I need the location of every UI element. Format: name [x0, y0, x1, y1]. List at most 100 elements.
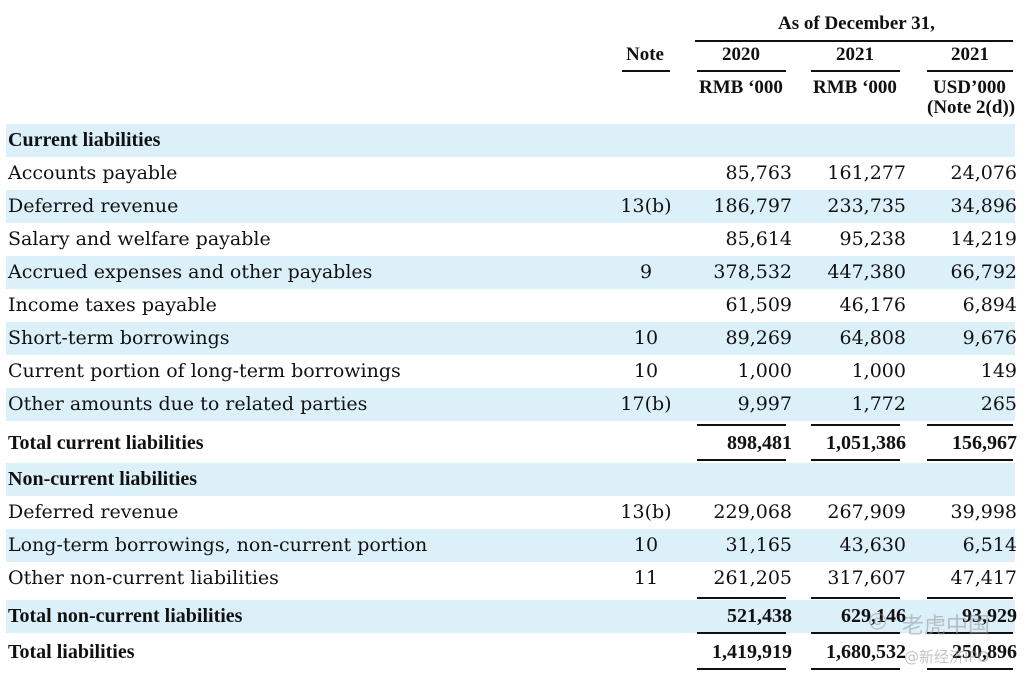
value-2021: 46,176 — [839, 294, 906, 316]
value-2021: 161,277 — [827, 162, 906, 184]
row-note: 11 — [633, 567, 659, 589]
table-row: Deferred revenue 13(b) 186,797 233,735 3… — [6, 190, 1017, 223]
row-label: Total liabilities — [8, 641, 135, 663]
row-note: 10 — [633, 327, 659, 349]
row-note: 13(b) — [620, 195, 672, 217]
row-label: Accrued expenses and other payables — [8, 261, 373, 283]
row-label: Total current liabilities — [8, 432, 204, 454]
value-2021-usd: 47,417 — [950, 567, 1017, 589]
value-2020: 85,763 — [725, 162, 792, 184]
row-note: 9 — [639, 261, 653, 283]
table-row: Deferred revenue 13(b) 229,068 267,909 3… — [6, 496, 1017, 529]
table-row: Other non-current liabilities 11 261,205… — [6, 562, 1017, 595]
table-row: Other amounts due to related parties 17(… — [6, 388, 1017, 421]
value-2021-usd: 24,076 — [950, 162, 1017, 184]
table-row: Long-term borrowings, non-current portio… — [6, 529, 1017, 562]
year-2020-underline — [697, 70, 786, 72]
grand-total-rule-2021 — [811, 668, 900, 670]
subtotal-rule-2021-usd — [927, 597, 1013, 599]
value-2020: 1,000 — [737, 360, 792, 382]
row-label: Long-term borrowings, non-current portio… — [8, 534, 428, 556]
row-note: 17(b) — [620, 393, 672, 415]
table-row: Income taxes payable 61,509 46,176 6,894 — [6, 289, 1017, 322]
total-rule-2021 — [811, 632, 900, 634]
value-2020: 186,797 — [713, 195, 792, 217]
value-2021: 1,051,386 — [826, 432, 906, 454]
total-rule-2020 — [697, 632, 786, 634]
value-2021-usd: 14,219 — [950, 228, 1017, 250]
value-2021-usd: 39,998 — [950, 501, 1017, 523]
section-heading-non-current: Non-current liabilities — [8, 468, 198, 490]
value-2021: 95,238 — [839, 228, 906, 250]
value-2021: 1,000 — [851, 360, 906, 382]
row-label: Deferred revenue — [8, 501, 179, 523]
table-row: Salary and welfare payable 85,614 95,238… — [6, 223, 1017, 256]
year-2021-usd-header: 2021 — [951, 44, 989, 65]
value-2020: 261,205 — [713, 567, 792, 589]
value-2021-usd: 265 — [980, 393, 1017, 415]
value-2021-usd: 156,967 — [952, 432, 1017, 454]
section-heading-current: Current liabilities — [8, 129, 161, 151]
value-2020: 85,614 — [725, 228, 792, 250]
total-rule-2021 — [811, 459, 900, 461]
year-2021-usd-underline — [927, 70, 1013, 72]
grand-total-rule-2021-usd — [927, 668, 1013, 670]
value-2021: 64,808 — [839, 327, 906, 349]
table-row: Accrued expenses and other payables 9 37… — [6, 256, 1017, 289]
value-2020: 521,438 — [727, 605, 792, 627]
table-row-total: Total current liabilities 898,481 1,051,… — [6, 427, 1017, 460]
total-rule-2021-usd — [927, 459, 1013, 461]
value-2021-usd: 149 — [980, 360, 1017, 382]
row-note — [606, 157, 686, 190]
row-label: Current portion of long-term borrowings — [8, 360, 401, 382]
value-2020: 378,532 — [713, 261, 792, 283]
year-2021-header: 2021 — [836, 44, 874, 65]
value-2020: 61,509 — [725, 294, 792, 316]
table-row: Non-current liabilities — [6, 463, 1015, 496]
watermark-brand: 老虎中国 — [902, 614, 991, 639]
value-2020: 31,165 — [725, 534, 792, 556]
value-2021: 629,146 — [841, 605, 906, 627]
table-row: Current liabilities — [6, 124, 1015, 157]
row-label: Other non-current liabilities — [8, 567, 279, 589]
value-2020: 1,419,919 — [712, 641, 792, 663]
value-2021: 1,680,532 — [826, 641, 906, 663]
row-label: Accounts payable — [8, 162, 178, 184]
value-2021: 447,380 — [827, 261, 906, 283]
watermark-handle: @新经济IPO — [904, 648, 990, 666]
value-2021-usd: 66,792 — [950, 261, 1017, 283]
subtotal-rule-2021 — [811, 597, 900, 599]
row-label: Salary and welfare payable — [8, 228, 271, 250]
subtotal-rule-2021-usd — [927, 424, 1013, 426]
as-of-underline — [695, 40, 1013, 42]
value-2020: 229,068 — [713, 501, 792, 523]
total-rule-2021-usd — [927, 632, 1013, 634]
unit-usd-2021: USD’000 — [933, 77, 1006, 98]
unit-rmb-2020: RMB ‘000 — [699, 77, 783, 98]
table-row-total: Total non-current liabilities 521,438 62… — [6, 600, 1017, 633]
value-2020: 898,481 — [727, 432, 792, 454]
value-2021-usd: 6,514 — [962, 534, 1017, 556]
value-2021: 317,607 — [827, 567, 906, 589]
value-2021: 267,909 — [827, 501, 906, 523]
year-2021-underline — [811, 70, 900, 72]
row-label: Short-term borrowings — [8, 327, 230, 349]
subtotal-rule-2021 — [811, 424, 900, 426]
row-note — [606, 289, 686, 322]
table-row: Current portion of long-term borrowings … — [6, 355, 1017, 388]
row-label: Total non-current liabilities — [8, 605, 243, 627]
note-column-header: Note — [626, 44, 664, 65]
table-row: Accounts payable 85,763 161,277 24,076 — [6, 157, 1017, 190]
value-2021: 1,772 — [851, 393, 906, 415]
row-note: 13(b) — [620, 501, 672, 523]
subtotal-rule-2020 — [697, 597, 786, 599]
value-2020: 89,269 — [725, 327, 792, 349]
total-rule-2020 — [697, 459, 786, 461]
year-2020-header: 2020 — [722, 44, 760, 65]
value-2021: 43,630 — [839, 534, 906, 556]
row-note — [606, 223, 686, 256]
value-2020: 9,997 — [737, 393, 792, 415]
row-note: 10 — [633, 534, 659, 556]
value-2021: 233,735 — [827, 195, 906, 217]
